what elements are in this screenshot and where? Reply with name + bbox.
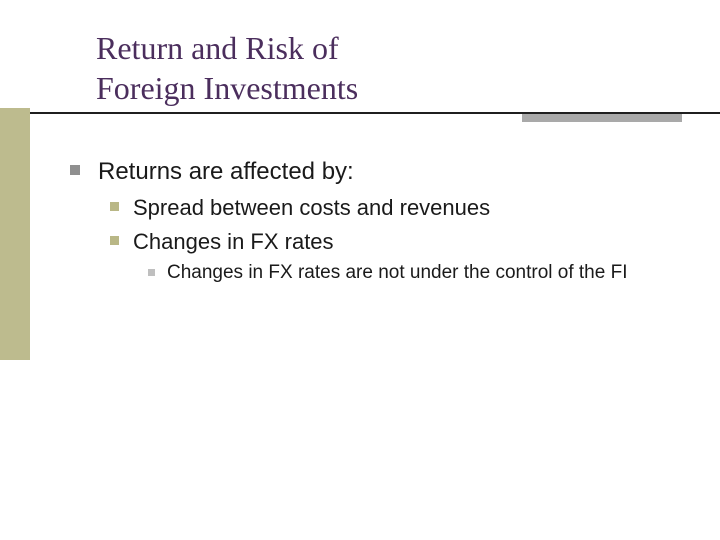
bullet-text: Changes in FX rates are not under the co… [167, 261, 627, 286]
list-item: Spread between costs and revenues [110, 193, 670, 223]
title-line-1: Return and Risk of [96, 30, 339, 66]
square-bullet-icon [148, 269, 155, 276]
square-bullet-icon [70, 165, 80, 175]
title-rule [30, 112, 720, 122]
slide-title: Return and Risk of Foreign Investments [96, 28, 656, 108]
list-item: Changes in FX rates are not under the co… [148, 261, 670, 286]
square-bullet-icon [110, 202, 119, 211]
list-item: Returns are affected by: [70, 156, 670, 187]
bullet-text: Spread between costs and revenues [133, 193, 490, 223]
list-item: Changes in FX rates [110, 227, 670, 257]
bullet-text: Changes in FX rates [133, 227, 334, 257]
title-line-2: Foreign Investments [96, 70, 358, 106]
slide-body: Returns are affected by: Spread between … [70, 156, 670, 289]
title-rule-segment [522, 114, 682, 122]
square-bullet-icon [110, 236, 119, 245]
left-accent-block [0, 108, 30, 360]
bullet-text: Returns are affected by: [98, 156, 354, 187]
